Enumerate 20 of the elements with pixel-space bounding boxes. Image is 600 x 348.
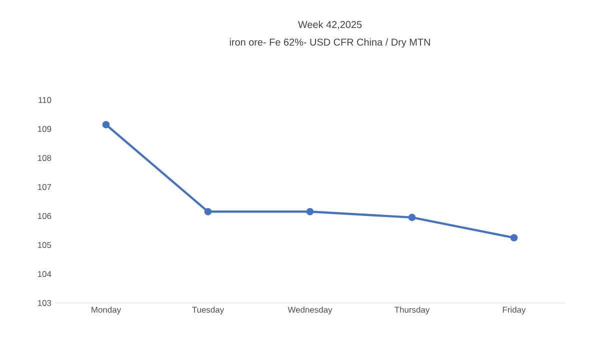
y-tick-label: 104 — [38, 271, 52, 277]
y-tick-label: 105 — [38, 242, 52, 248]
x-tick-label: Friday — [502, 306, 526, 314]
point — [510, 234, 518, 242]
x-tick-label: Tuesday — [192, 306, 224, 314]
x-tick-label: Wednesday — [288, 306, 332, 314]
point — [306, 208, 314, 216]
chart-subtitle: iron ore- Fe 62%- USD CFR China / Dry MTN — [230, 38, 430, 48]
point — [102, 120, 110, 128]
y-tick-label: 107 — [38, 184, 52, 190]
y-tick-label: 103 — [38, 300, 52, 306]
y-tick-label: 110 — [38, 97, 52, 103]
x-tick-label: Monday — [92, 306, 122, 314]
chart-title: Week 42,2025 — [298, 20, 362, 30]
y-tick-label: 109 — [38, 126, 52, 132]
point — [408, 214, 416, 222]
y-tick-label: 106 — [38, 213, 52, 219]
y-tick-label: 108 — [38, 155, 52, 161]
x-tick-label: Thursday — [394, 306, 430, 314]
point — [204, 208, 212, 216]
